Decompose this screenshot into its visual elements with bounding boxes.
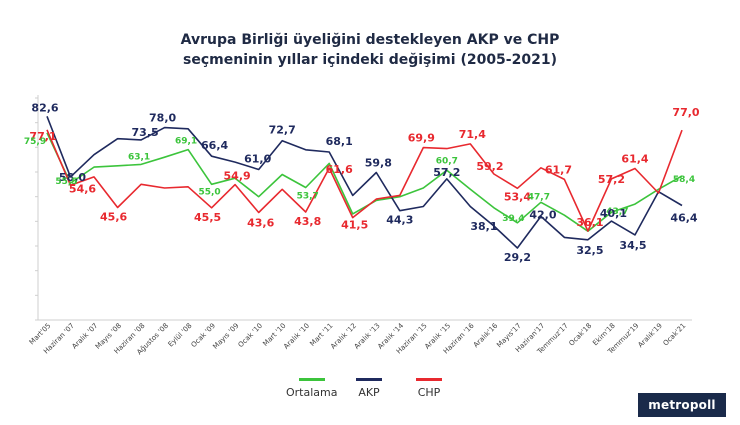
legend-item-akp: AKP <box>356 378 382 399</box>
legend-label-chp: CHP <box>417 386 441 399</box>
data-label-ortalama: 69,1 <box>175 137 197 147</box>
data-label-chp: 69,9 <box>408 132 435 145</box>
legend: Ortalama AKP CHP <box>0 378 740 408</box>
data-label-chp: 43,6 <box>247 217 274 230</box>
chart-title-line-2: seçmeninin yıllar içindeki değişimi (200… <box>183 52 557 68</box>
data-label-akp: 82,6 <box>31 101 58 114</box>
metropoll-logo: metropoll <box>638 393 726 417</box>
legend-label-akp: AKP <box>358 386 380 399</box>
data-label-ortalama: 39,4 <box>502 214 524 224</box>
data-label-chp: 54,6 <box>69 182 96 195</box>
chart-title: Avrupa Birliği üyeliğini destekleyen AKP… <box>0 30 740 70</box>
data-label-ortalama: 75,9 <box>24 137 46 147</box>
data-label-chp: 54,9 <box>224 170 251 183</box>
legend-item-chp: CHP <box>416 378 442 399</box>
data-label-chp: 45,5 <box>194 211 221 224</box>
data-label-chp: 61,7 <box>545 163 572 176</box>
data-label-akp: 34,5 <box>619 239 646 252</box>
data-label-chp: 41,5 <box>341 219 368 232</box>
data-label-chp: 43,8 <box>294 215 321 228</box>
data-label-chp: 77,1 <box>29 130 56 143</box>
data-label-ortalama: 55,5 <box>55 177 77 187</box>
data-label-akp: 78,0 <box>149 112 176 125</box>
x-tick-label: Aralık '10 <box>282 322 311 351</box>
data-label-ortalama: 43,7 <box>606 207 628 217</box>
data-label-akp: 46,4 <box>670 212 697 225</box>
data-label-akp: 72,7 <box>269 124 296 137</box>
x-tick-label: Mayıs '09 <box>211 322 240 351</box>
legend-swatch-chp <box>416 378 442 381</box>
x-tick-label: Ocak '10 <box>237 322 264 349</box>
data-label-ortalama: 60,7 <box>436 156 458 166</box>
data-label-ortalama: 47,7 <box>528 192 550 202</box>
legend-swatch-akp <box>356 378 382 381</box>
legend-item-ortalama: Ortalama <box>286 378 338 399</box>
data-label-akp: 32,5 <box>576 244 603 257</box>
data-label-chp: 45,6 <box>100 211 127 224</box>
x-tick-label: Ocak'21 <box>662 322 688 348</box>
data-label-ortalama: 55,0 <box>198 187 220 197</box>
series-line-chp <box>46 129 683 232</box>
data-label-chp: 61,4 <box>621 153 648 166</box>
data-label-akp: 73,5 <box>132 126 159 139</box>
legend-swatch-ortalama <box>298 378 325 381</box>
legend-label-ortalama: Ortalama <box>286 386 338 399</box>
data-label-chp: 59,2 <box>476 160 503 173</box>
data-label-akp: 61,0 <box>244 153 271 166</box>
series-line-ortalama <box>46 132 683 232</box>
data-label-akp: 59,8 <box>365 157 392 170</box>
data-label-akp: 38,1 <box>470 220 497 233</box>
data-label-akp: 42,0 <box>529 208 556 221</box>
data-label-chp: 61,6 <box>326 163 353 176</box>
series-line-akp <box>46 116 683 249</box>
data-label-chp: 77,0 <box>672 106 699 119</box>
data-label-akp: 66,4 <box>201 139 228 152</box>
x-tick-label: Aralık'19 <box>637 322 664 349</box>
data-label-chp: 57,2 <box>598 173 625 186</box>
x-tick-label: Ocak'18 <box>567 322 593 348</box>
data-label-chp: 71,4 <box>459 128 486 141</box>
data-label-akp: 58,0 <box>59 171 86 184</box>
data-label-akp: 44,3 <box>386 214 413 227</box>
data-label-ortalama: 58,4 <box>673 175 695 185</box>
data-label-ortalama: 53,7 <box>297 192 319 202</box>
data-label-akp: 57,2 <box>433 166 460 179</box>
chart-title-line-1: Avrupa Birliği üyeliğini destekleyen AKP… <box>180 32 560 48</box>
data-label-akp: 68,1 <box>326 135 353 148</box>
data-label-akp: 40,1 <box>600 207 627 220</box>
data-label-ortalama: 63,1 <box>128 152 150 162</box>
data-label-chp: 53,4 <box>504 190 531 203</box>
data-label-akp: 29,2 <box>504 251 531 264</box>
data-label-chp: 36,1 <box>576 216 603 229</box>
